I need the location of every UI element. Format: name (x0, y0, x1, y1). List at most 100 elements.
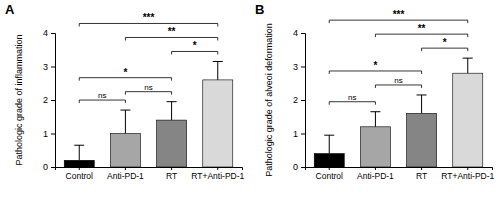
y-tick-mark (51, 167, 55, 168)
y-tick-label: 3 (43, 62, 48, 72)
marks (314, 58, 483, 167)
bracket-line (125, 92, 171, 95)
y-axis-title: Pathologic grade of alveoi deformation (264, 23, 274, 177)
y-tick-mark (51, 33, 55, 34)
error-stem (421, 95, 422, 113)
y-tick-mark (51, 67, 55, 68)
bracket-line (79, 23, 218, 26)
x-axis: Control Anti-PD-1 RT RT+Anti-PD-1 (306, 167, 495, 181)
significance-label: ns (348, 93, 356, 102)
error-stem (375, 112, 376, 127)
error-bar (324, 135, 334, 153)
y-tick-label: 0 (43, 162, 48, 172)
y-axis: 0 1 2 3 4 (43, 28, 56, 172)
bar (110, 134, 140, 168)
y-axis: 0 1 2 3 4 (293, 28, 306, 172)
y-tick-mark (301, 33, 305, 34)
significance-bracket: ns (375, 76, 421, 88)
y-axis-line (301, 34, 306, 168)
error-stem (171, 102, 172, 120)
error-cap (167, 101, 177, 102)
x-tick: Control (316, 167, 344, 181)
x-tick: RT (166, 167, 177, 181)
x-tick-label: Control (316, 171, 344, 181)
x-tick-mark (171, 167, 172, 170)
y-tick-mark (51, 100, 55, 101)
x-tick-mark (217, 167, 218, 170)
significance-bracket: ns (79, 91, 125, 103)
x-tick: RT+Anti-PD-1 (441, 167, 494, 181)
bracket-line (329, 102, 375, 105)
bracket-line (375, 34, 467, 37)
bracket-line (329, 71, 421, 74)
x-tick-label: RT (416, 171, 427, 181)
error-cap (74, 145, 84, 146)
error-bar (167, 102, 177, 120)
y-tick: 3 (293, 62, 305, 72)
x-tick-mark (125, 167, 126, 170)
y-axis-title: Pathologic grade of inflammation (14, 34, 24, 165)
bracket-line (172, 51, 218, 54)
x-tick: Anti-PD-1 (357, 167, 394, 181)
error-stem (125, 110, 126, 133)
panel: A01234ControlAnti-PD-1RTRT+Anti-PD-1nsns… (5, 2, 245, 181)
bracket-line (375, 85, 421, 88)
significance-label: ns (144, 83, 152, 92)
marks (64, 61, 233, 167)
significance-bracket: * (329, 60, 421, 74)
x-axis-line (56, 168, 243, 171)
significance-bracket: * (422, 37, 468, 51)
significance-bracket: *** (79, 12, 218, 26)
error-bar (370, 112, 380, 127)
x-tick-mark (421, 167, 422, 170)
plot: 0 1 2 3 4 Control Anti-PD-1 RT RT+Anti-PD-1 ns ns *… (293, 9, 495, 181)
significance-label: ** (418, 23, 426, 34)
y-tick-mark (301, 167, 305, 168)
error-bar (417, 95, 427, 113)
significance-bracket: ** (375, 23, 467, 37)
significance-bracket: * (79, 67, 171, 81)
error-cap (120, 110, 130, 111)
y-tick-label: 3 (293, 62, 298, 72)
error-stem (79, 145, 80, 160)
y-tick-mark (301, 100, 305, 101)
panel-label: A (5, 2, 15, 17)
y-tick: 0 (293, 162, 305, 172)
bar (203, 80, 233, 167)
x-tick: Control (66, 167, 94, 181)
bracket-line (125, 37, 217, 40)
significance-bracket: ns (125, 83, 171, 95)
x-tick-label: Anti-PD-1 (107, 171, 144, 181)
significance-label: ns (394, 76, 402, 85)
error-cap (463, 58, 473, 59)
bracket-line (79, 78, 171, 81)
y-tick: 4 (293, 28, 305, 38)
significance-label: *** (143, 12, 155, 23)
error-cap (370, 111, 380, 112)
y-tick: 0 (43, 162, 55, 172)
plot: 01234ControlAnti-PD-1RTRT+Anti-PD-1nsns*… (43, 12, 245, 181)
y-tick-label: 2 (43, 95, 48, 105)
x-tick-label: RT+Anti-PD-1 (441, 171, 494, 181)
x-tick-mark (467, 167, 468, 170)
x-tick-mark (329, 167, 330, 170)
significance-label: * (443, 37, 447, 48)
x-axis-line (306, 168, 493, 171)
bar (360, 127, 390, 167)
panel: B01234ControlAnti-PD-1RTRT+Anti-PD-1nsns… (255, 2, 495, 181)
y-tick: 3 (43, 62, 55, 72)
x-tick-label: Control (66, 171, 94, 181)
error-bar (463, 58, 473, 73)
x-tick: RT (416, 167, 427, 181)
bar (314, 154, 344, 167)
x-tick-label: Anti-PD-1 (357, 171, 394, 181)
y-tick: 1 (293, 129, 305, 139)
significance-bracket: ** (125, 26, 217, 40)
y-tick-label: 2 (293, 95, 298, 105)
y-tick-mark (51, 134, 55, 135)
y-axis-line (51, 34, 56, 168)
bar (453, 73, 483, 167)
y-tick-label: 1 (43, 129, 48, 139)
y-tick: 4 (43, 28, 55, 38)
x-tick-mark (79, 167, 80, 170)
